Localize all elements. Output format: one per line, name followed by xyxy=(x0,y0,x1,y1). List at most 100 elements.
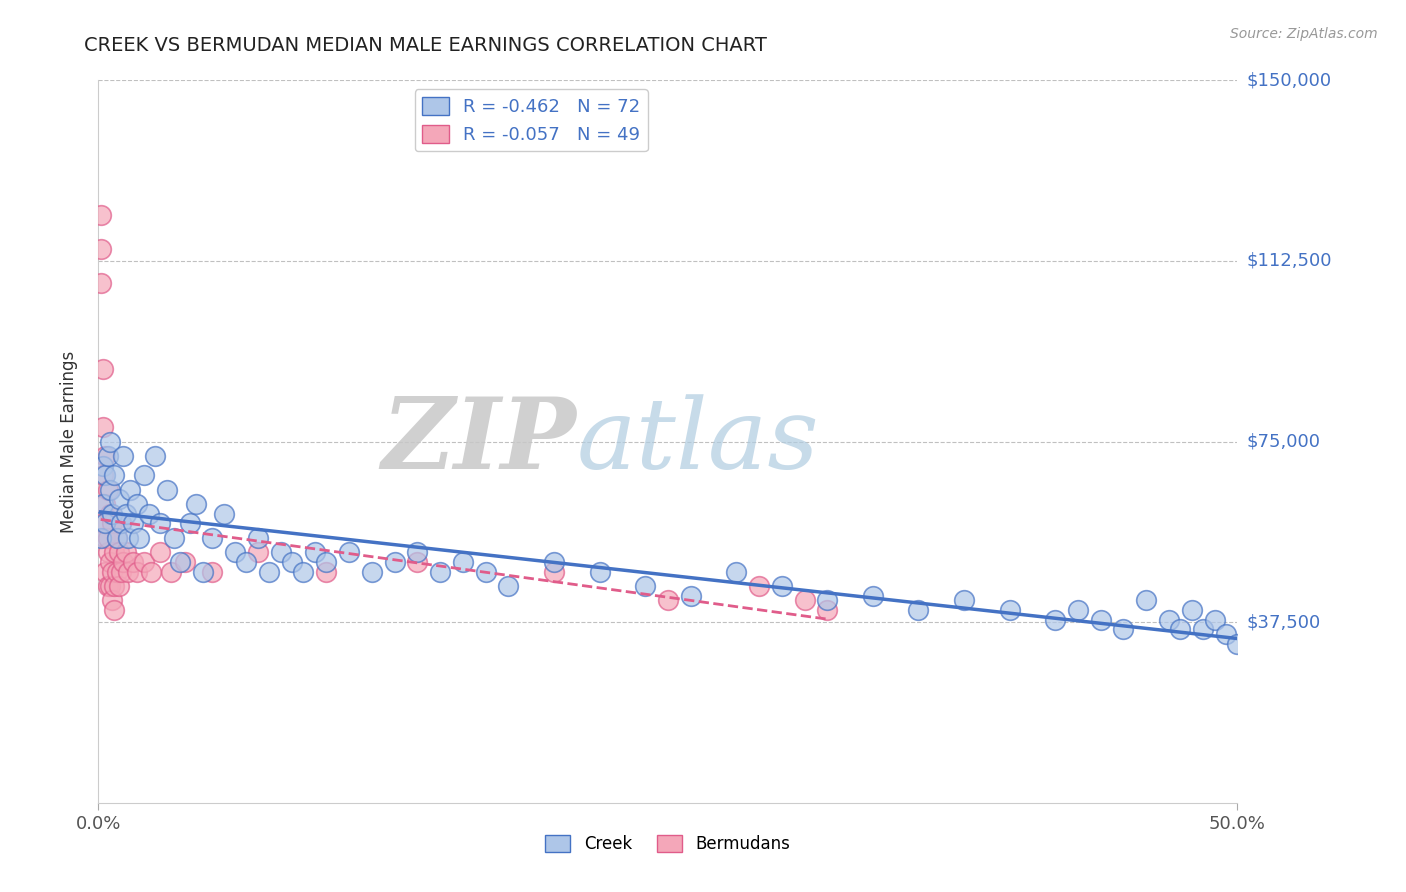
Point xyxy=(270,545,292,559)
Legend: Creek, Bermudans: Creek, Bermudans xyxy=(538,828,797,860)
Point xyxy=(498,579,520,593)
Point xyxy=(1043,613,1066,627)
Point xyxy=(1226,637,1249,651)
Point xyxy=(160,565,183,579)
Point xyxy=(862,589,884,603)
Point xyxy=(132,555,155,569)
Point xyxy=(1215,627,1237,641)
Point xyxy=(174,555,197,569)
Point xyxy=(110,565,132,579)
Point xyxy=(145,449,167,463)
Point xyxy=(304,545,326,559)
Point xyxy=(98,507,121,521)
Point xyxy=(281,555,304,569)
Point xyxy=(1192,623,1215,637)
Point xyxy=(292,565,315,579)
Point xyxy=(1181,603,1204,617)
Point xyxy=(98,483,121,497)
Point xyxy=(108,545,131,559)
Text: $150,000: $150,000 xyxy=(1246,71,1331,89)
Point xyxy=(117,565,139,579)
Point xyxy=(90,208,112,222)
Point xyxy=(998,603,1021,617)
Point xyxy=(451,555,474,569)
Point xyxy=(474,565,496,579)
Point xyxy=(1090,613,1112,627)
Point xyxy=(108,579,131,593)
Text: $37,500: $37,500 xyxy=(1246,613,1320,632)
Point xyxy=(1067,603,1090,617)
Point xyxy=(101,565,124,579)
Point xyxy=(543,555,565,569)
Point xyxy=(128,531,150,545)
Point xyxy=(793,593,815,607)
Point xyxy=(235,555,257,569)
Point xyxy=(96,449,118,463)
Point xyxy=(679,589,702,603)
Point xyxy=(193,565,215,579)
Point xyxy=(117,531,139,545)
Point xyxy=(101,507,124,521)
Point xyxy=(169,555,191,569)
Point xyxy=(120,483,142,497)
Point xyxy=(103,545,125,559)
Point xyxy=(1112,623,1135,637)
Y-axis label: Median Male Earnings: Median Male Earnings xyxy=(59,351,77,533)
Point xyxy=(815,603,838,617)
Point xyxy=(149,545,172,559)
Point xyxy=(815,593,838,607)
Point xyxy=(114,545,136,559)
Text: Source: ZipAtlas.com: Source: ZipAtlas.com xyxy=(1230,27,1378,41)
Point xyxy=(337,545,360,559)
Point xyxy=(212,507,235,521)
Point xyxy=(94,497,117,511)
Point xyxy=(139,565,162,579)
Point xyxy=(90,531,112,545)
Point xyxy=(96,483,118,497)
Point xyxy=(543,565,565,579)
Point xyxy=(91,468,114,483)
Point xyxy=(94,565,117,579)
Point xyxy=(201,565,224,579)
Point xyxy=(110,516,132,531)
Point xyxy=(657,593,679,607)
Point xyxy=(384,555,406,569)
Text: atlas: atlas xyxy=(576,394,820,489)
Point xyxy=(149,516,172,531)
Point xyxy=(98,579,121,593)
Point xyxy=(156,483,179,497)
Point xyxy=(91,420,114,434)
Point xyxy=(90,276,112,290)
Text: ZIP: ZIP xyxy=(382,393,576,490)
Point xyxy=(110,516,132,531)
Point xyxy=(101,516,124,531)
Point xyxy=(725,565,748,579)
Point xyxy=(103,579,125,593)
Point xyxy=(132,468,155,483)
Point xyxy=(224,545,246,559)
Point xyxy=(94,449,117,463)
Point xyxy=(1170,623,1192,637)
Point xyxy=(121,516,143,531)
Text: CREEK VS BERMUDAN MEDIAN MALE EARNINGS CORRELATION CHART: CREEK VS BERMUDAN MEDIAN MALE EARNINGS C… xyxy=(84,36,768,54)
Point xyxy=(953,593,976,607)
Point xyxy=(588,565,610,579)
Point xyxy=(105,565,128,579)
Point xyxy=(112,449,135,463)
Point xyxy=(127,497,149,511)
Point xyxy=(127,565,149,579)
Point xyxy=(91,362,114,376)
Point xyxy=(748,579,770,593)
Point xyxy=(91,497,114,511)
Point xyxy=(108,492,131,507)
Point xyxy=(98,555,121,569)
Point xyxy=(101,593,124,607)
Point xyxy=(246,545,269,559)
Point xyxy=(96,579,118,593)
Point xyxy=(315,565,337,579)
Point xyxy=(634,579,657,593)
Text: $112,500: $112,500 xyxy=(1246,252,1331,270)
Point xyxy=(429,565,451,579)
Point xyxy=(246,531,269,545)
Point xyxy=(112,555,135,569)
